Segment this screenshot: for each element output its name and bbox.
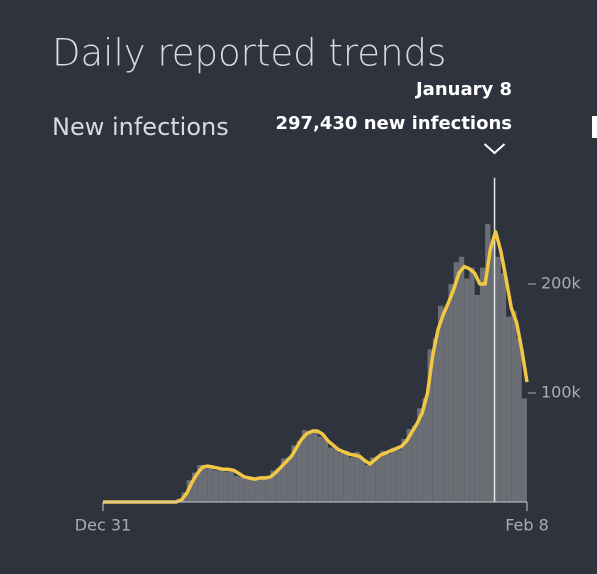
bar	[521, 398, 527, 502]
bar	[495, 256, 501, 502]
bar	[516, 338, 522, 502]
bar	[191, 472, 198, 502]
bar	[322, 438, 329, 502]
bar	[380, 450, 386, 502]
bar	[343, 450, 350, 502]
bar	[411, 425, 418, 502]
bar	[485, 224, 491, 503]
bar	[464, 278, 470, 502]
bar	[307, 433, 313, 502]
bar	[500, 273, 507, 502]
bar	[417, 408, 423, 502]
bar	[354, 451, 360, 502]
bar	[301, 430, 308, 502]
bar	[233, 475, 240, 502]
bar	[406, 428, 412, 502]
bar	[328, 447, 334, 502]
bar	[375, 456, 381, 502]
bar	[490, 240, 496, 502]
tooltip-background	[270, 70, 520, 140]
bar	[286, 457, 292, 502]
bar	[275, 468, 281, 502]
bar	[280, 458, 287, 502]
bar	[207, 466, 213, 502]
bar	[359, 458, 365, 502]
tooltip-chevron	[483, 143, 506, 155]
y-tick-label: 100k	[541, 383, 582, 402]
bar	[458, 256, 465, 502]
bar	[254, 480, 261, 502]
bar	[296, 440, 302, 502]
bar	[338, 452, 344, 502]
tooltip-value: 297,430 new infections	[275, 113, 512, 134]
bar	[401, 438, 407, 502]
bar	[260, 475, 266, 502]
bar	[364, 464, 370, 502]
bar	[479, 267, 486, 502]
bar	[244, 479, 250, 502]
bar	[249, 478, 255, 502]
bar	[270, 470, 276, 502]
bar	[385, 454, 391, 502]
cut-off-element	[592, 116, 597, 138]
bar	[218, 468, 224, 502]
bar	[506, 316, 512, 502]
x-tick-label: Dec 31	[75, 516, 131, 535]
bar	[333, 448, 339, 502]
bar	[432, 338, 439, 502]
bar	[228, 469, 234, 502]
bar	[317, 436, 323, 502]
bar	[469, 267, 475, 502]
bar	[453, 262, 459, 502]
bar	[448, 284, 454, 502]
bar	[239, 476, 245, 502]
bar	[291, 445, 297, 502]
bar	[349, 457, 355, 502]
bar	[390, 447, 397, 502]
bar	[223, 471, 229, 502]
bar	[396, 449, 402, 502]
tooltip: January 8 297,430 new infections	[270, 70, 520, 155]
tooltip-date: January 8	[414, 79, 512, 100]
bar	[312, 428, 318, 502]
plot-area: Dec 31 Feb 8 100k 200k	[75, 177, 582, 535]
bar	[212, 470, 219, 502]
bar	[422, 398, 428, 502]
bar	[474, 294, 480, 502]
chart-subtitle: New infections	[52, 113, 229, 141]
bar	[265, 479, 271, 502]
y-tick-label: 200k	[541, 274, 582, 293]
chart-title: Daily reported trends	[52, 32, 446, 75]
bar	[202, 468, 208, 502]
bar	[438, 305, 444, 502]
bar	[511, 311, 517, 502]
bar	[443, 307, 449, 502]
bar	[369, 457, 376, 502]
x-tick-label: Feb 8	[505, 516, 549, 535]
bar	[427, 349, 433, 502]
bar	[197, 464, 203, 502]
